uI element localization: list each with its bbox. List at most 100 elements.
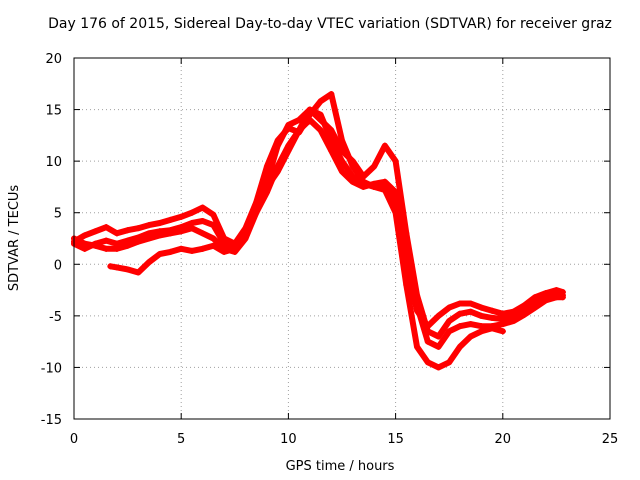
y-tick-label: 5 (54, 207, 62, 222)
data-point (210, 222, 217, 229)
x-tick-label: 20 (495, 432, 512, 447)
y-tick-label: 0 (54, 258, 62, 273)
data-point (435, 333, 442, 340)
data-point (274, 142, 281, 149)
data-point (306, 106, 313, 113)
data-point (360, 180, 367, 187)
data-point (499, 321, 506, 328)
y-tick-label: 20 (45, 52, 62, 67)
data-point (392, 189, 399, 196)
data-point (328, 137, 335, 144)
data-point (424, 359, 431, 366)
chart-title: Day 176 of 2015, Sidereal Day-to-day VTE… (48, 16, 612, 32)
data-point (435, 312, 442, 319)
data-point (199, 204, 206, 211)
data-point (146, 259, 153, 266)
data-point (81, 245, 88, 252)
data-point (381, 178, 388, 185)
data-point (392, 158, 399, 165)
data-point (274, 163, 281, 170)
data-point (113, 240, 120, 247)
data-point (360, 173, 367, 180)
data-point (499, 315, 506, 322)
data-point (92, 242, 99, 249)
data-point (199, 217, 206, 224)
data-point (103, 245, 110, 252)
data-point (328, 147, 335, 154)
data-point (317, 98, 324, 105)
data-point (328, 91, 335, 98)
data-point (156, 232, 163, 239)
data-point (467, 300, 474, 307)
x-axis-label: GPS time / hours (286, 459, 395, 474)
data-point (188, 220, 195, 227)
data-point (381, 142, 388, 149)
y-tick-label: -10 (41, 361, 62, 376)
data-point (467, 308, 474, 315)
data-point (113, 230, 120, 237)
data-point (107, 263, 114, 270)
data-point (456, 310, 463, 317)
data-point (124, 227, 131, 234)
data-point (446, 318, 453, 325)
data-point (156, 250, 163, 257)
data-point (414, 343, 421, 350)
data-point (403, 281, 410, 288)
y-tick-label: -15 (41, 413, 62, 428)
data-point (456, 323, 463, 330)
plot-frame (73, 57, 611, 420)
data-point (178, 228, 185, 235)
data-point (339, 168, 345, 175)
data-point (199, 230, 206, 237)
x-tick-label: 15 (387, 432, 404, 447)
data-point (317, 111, 324, 118)
data-point (167, 216, 174, 223)
data-point (221, 248, 228, 255)
data-point (92, 228, 99, 235)
data-point (210, 235, 217, 242)
data-point (210, 211, 217, 218)
data-point (392, 209, 399, 216)
data-point (349, 158, 356, 165)
data-point (285, 142, 292, 149)
y-tick-label: 10 (45, 155, 62, 170)
data-point (306, 116, 313, 123)
data-point (371, 183, 378, 190)
data-point (146, 235, 153, 242)
y-tick-labels: -15 -10 -5 0 5 10 15 20 (41, 52, 62, 428)
series-trace-4 (107, 106, 506, 371)
data-point (478, 323, 485, 330)
data-point (146, 222, 153, 229)
data-point (124, 242, 131, 249)
data-point (531, 304, 538, 311)
data-point (231, 245, 238, 252)
data-point (510, 318, 517, 325)
data-point (489, 307, 496, 314)
data-point (103, 237, 110, 244)
data-point (339, 158, 345, 165)
x-tick-label: 25 (602, 432, 619, 447)
data-point (467, 321, 474, 328)
data-point (521, 311, 528, 318)
data-point (113, 264, 120, 271)
data-point (135, 269, 142, 276)
data-point (113, 245, 120, 252)
data-point (263, 189, 270, 196)
data-point (559, 294, 566, 301)
data-point (124, 266, 131, 273)
data-point (553, 294, 560, 301)
data-point (178, 245, 185, 252)
data-point (135, 238, 142, 245)
x-tick-label: 0 (70, 432, 78, 447)
data-point (349, 173, 356, 180)
data-point (103, 224, 110, 231)
data-point (156, 220, 163, 227)
y-tick-label: 15 (45, 104, 62, 119)
data-point (435, 343, 442, 350)
data-point (553, 287, 560, 294)
data-point (478, 328, 485, 335)
data-point (199, 245, 206, 252)
data-point (424, 338, 431, 345)
data-point (414, 302, 421, 309)
